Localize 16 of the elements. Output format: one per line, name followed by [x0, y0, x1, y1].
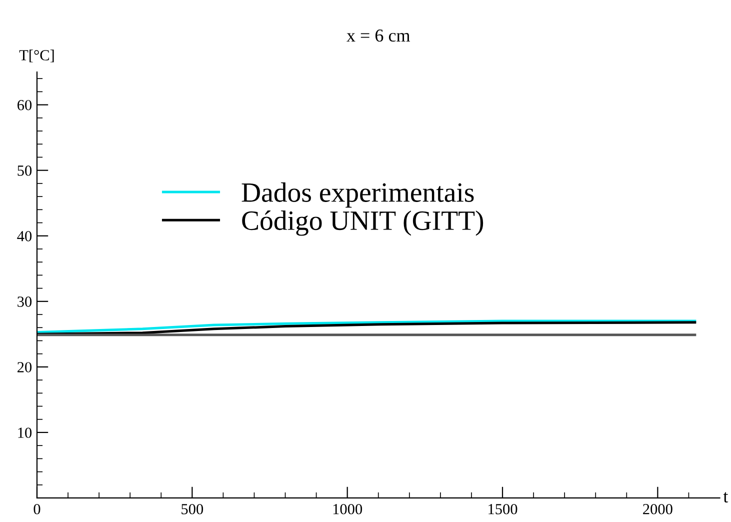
y-tick-label: 10 [18, 428, 32, 438]
y-tick-label: 50 [18, 165, 32, 176]
y-tick-label: 30 [18, 296, 32, 307]
x-tick-label: 0 [34, 504, 40, 514]
legend-label: Código UNIT (GITT) [242, 210, 484, 236]
x-tick-label: 1500 [488, 504, 518, 514]
legend-label: Dados experimentais [242, 182, 474, 208]
x-tick-label: 1000 [333, 504, 362, 514]
chart-title: x = 6 cm [346, 30, 410, 42]
x-tick-label: 2000 [643, 504, 672, 514]
y-tick-label: 40 [17, 231, 32, 242]
y-axis-title: T[°C] [19, 50, 54, 62]
y-tick-label: 20 [18, 362, 32, 372]
y-tick-label: 60 [18, 100, 32, 110]
x-axis-title: t [723, 492, 728, 503]
x-tick-label: 500 [182, 504, 204, 514]
